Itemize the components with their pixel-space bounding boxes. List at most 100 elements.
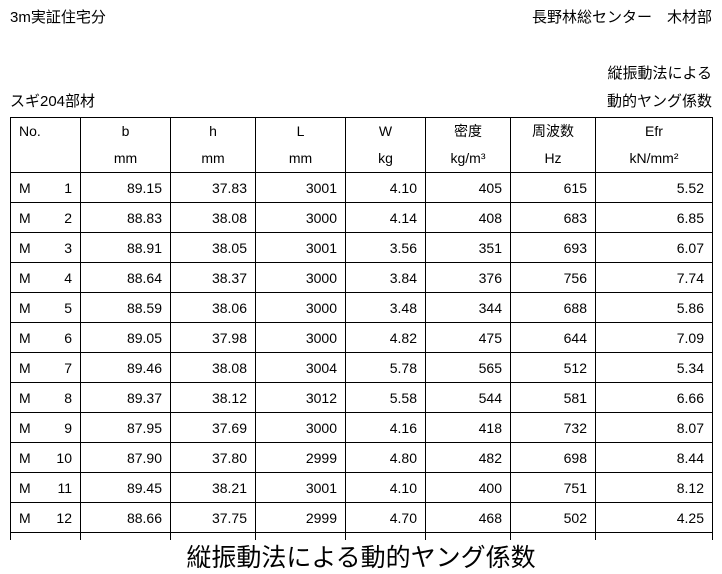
cell: 3.56 (345, 232, 426, 263)
table-row: M 1 89.15 37.83 3001 4.10 405 615 5.52 (10, 172, 713, 203)
column-unit: mm (113, 150, 138, 166)
cell: 3001 (255, 472, 346, 503)
table-row: M 6 89.05 37.98 3000 4.82 475 644 7.09 (10, 322, 713, 353)
cell: 3.48 (345, 292, 426, 323)
cell: 89.15 (80, 172, 171, 203)
row-prefix: M (19, 359, 31, 376)
row-prefix: M (19, 269, 31, 286)
cell: 5.34 (595, 352, 713, 383)
column-name: L (296, 123, 305, 139)
column-unit: kg (378, 150, 393, 166)
cell: 3001 (255, 232, 346, 263)
column-name: W (378, 123, 393, 139)
column-unit: kg/m³ (450, 150, 486, 166)
cell: 3000 (255, 322, 346, 353)
row-prefix: M (19, 509, 31, 526)
cell: 6.66 (595, 382, 713, 413)
cell: 3.84 (345, 262, 426, 293)
cell: 8.44 (595, 442, 713, 473)
cell: 468 (425, 502, 511, 533)
cell: 89.45 (80, 472, 171, 503)
cell: 87.95 (80, 412, 171, 443)
cell: 502 (510, 502, 596, 533)
cell: 5.86 (595, 292, 713, 323)
cell: 38.12 (170, 382, 256, 413)
table-row: M 10 87.90 37.80 2999 4.80 482 698 8.44 (10, 442, 713, 473)
cell: 3001 (255, 172, 346, 203)
cell: 3000 (255, 262, 346, 293)
cell: 6.85 (595, 202, 713, 233)
cell: 751 (510, 472, 596, 503)
cell: 7.74 (595, 262, 713, 293)
row-number: 1 (64, 179, 72, 196)
cell: 2999 (255, 442, 346, 473)
cell: 4.25 (595, 502, 713, 533)
column-name: b (121, 123, 130, 139)
cell: 544 (425, 382, 511, 413)
cell: 88.66 (80, 502, 171, 533)
table-row: M 3 88.91 38.05 3001 3.56 351 693 6.07 (10, 232, 713, 263)
cell: 5.58 (345, 382, 426, 413)
row-id: M 12 (10, 502, 81, 533)
row-number: 3 (64, 239, 72, 256)
cell: 4.10 (345, 172, 426, 203)
table-row: M 8 89.37 38.12 3012 5.58 544 581 6.66 (10, 382, 713, 413)
row-id: M 10 (10, 442, 81, 473)
cell: 37.75 (170, 502, 256, 533)
cell: 615 (510, 172, 596, 203)
cell: 405 (425, 172, 511, 203)
cell: 38.08 (170, 352, 256, 383)
cell: 88.91 (80, 232, 171, 263)
cell: 418 (425, 412, 511, 443)
column-header: b mm (80, 117, 171, 173)
row-number: 8 (64, 389, 72, 406)
cell: 693 (510, 232, 596, 263)
column-unit: mm (201, 150, 225, 166)
column-unit: kN/mm² (629, 150, 679, 166)
cell: 5.78 (345, 352, 426, 383)
cell: 38.05 (170, 232, 256, 263)
cell: 37.69 (170, 412, 256, 443)
cell: 4.14 (345, 202, 426, 233)
caption: 縦振動法による動的ヤング係数 (186, 544, 536, 572)
cell: 4.82 (345, 322, 426, 353)
cell: 4.10 (345, 472, 426, 503)
row-prefix: M (19, 479, 31, 496)
row-prefix: M (19, 419, 31, 436)
cell: 87.90 (80, 442, 171, 473)
row-prefix: M (19, 209, 31, 226)
table-row: M 9 87.95 37.69 3000 4.16 418 732 8.07 (10, 412, 713, 443)
row-prefix: M (19, 299, 31, 316)
cell: 3000 (255, 292, 346, 323)
row-prefix: M (19, 449, 31, 466)
cell: 698 (510, 442, 596, 473)
column-header: h mm (170, 117, 256, 173)
subtitle-line: 動的ヤング係数 (606, 93, 712, 110)
cell: 400 (425, 472, 511, 503)
table-row: M 12 88.66 37.75 2999 4.70 468 502 4.25 (10, 502, 713, 533)
cell: 4.70 (345, 502, 426, 533)
row-number: 6 (64, 329, 72, 346)
cell: 88.83 (80, 202, 171, 233)
cell: 756 (510, 262, 596, 293)
cell: 683 (510, 202, 596, 233)
cell: 475 (425, 322, 511, 353)
cell: 4.80 (345, 442, 426, 473)
row-number: 7 (64, 359, 72, 376)
row-number: 4 (64, 269, 72, 286)
column-unit: Hz (544, 150, 562, 166)
column-name: h (209, 123, 217, 139)
cell: 89.46 (80, 352, 171, 383)
table-row: M 4 88.64 38.37 3000 3.84 376 756 7.74 (10, 262, 713, 293)
cell: 376 (425, 262, 511, 293)
cell: 5.72 (595, 532, 713, 540)
cell: 3000 (255, 412, 346, 443)
cell: 732 (510, 412, 596, 443)
